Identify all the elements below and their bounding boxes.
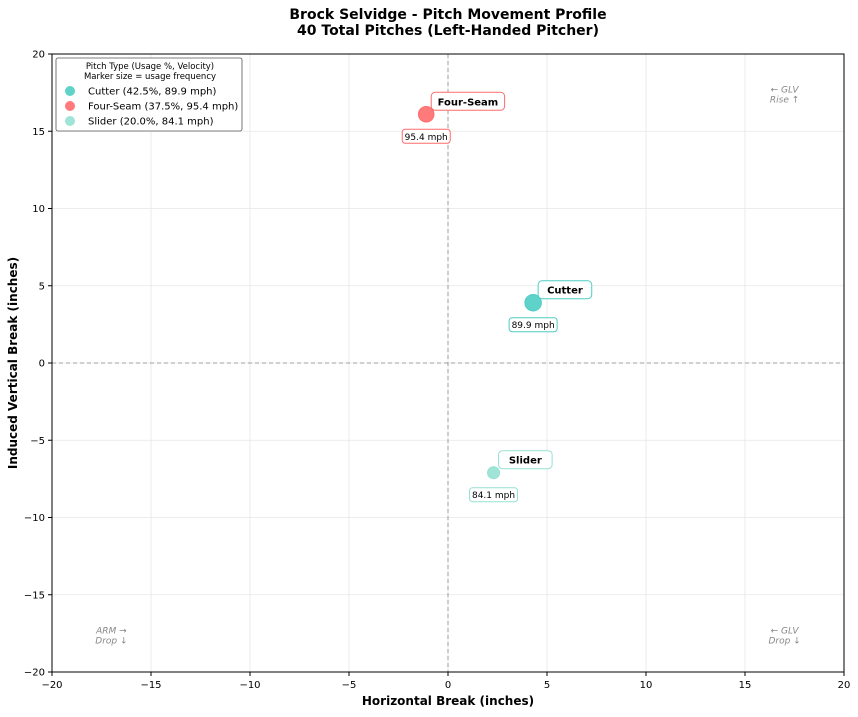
plot-frame (51, 53, 845, 673)
pitch-name-label-box (537, 280, 593, 300)
legend-title: Marker size = usage frequency (84, 72, 216, 82)
y-tick-label: 0 (39, 359, 45, 370)
corner-annotation: Drop ↓ (768, 636, 800, 646)
y-tick-label: −5 (30, 436, 45, 447)
velocity-label-box (469, 487, 519, 503)
legend-entry: Four-Seam (37.5%, 95.4 mph) (88, 102, 238, 113)
corner-annotation: Drop ↓ (95, 636, 127, 646)
legend-marker (65, 101, 75, 111)
y-tick-label: 20 (32, 50, 45, 61)
x-tick-label: −20 (41, 680, 62, 691)
pitch-point-slider (487, 466, 501, 480)
y-tick-label: 10 (32, 204, 45, 215)
x-tick-label: 10 (640, 680, 653, 691)
chart-title: Brock Selvidge - Pitch Movement Profile (289, 7, 606, 23)
corner-annotation: ← GLV (771, 626, 800, 636)
velocity-label-box (508, 317, 558, 333)
pitch-name-label: Four-Seam (438, 97, 499, 108)
y-tick-label: −10 (24, 513, 45, 524)
y-axis-label: Induced Vertical Break (inches) (6, 257, 20, 469)
pitch-name-label: Slider (509, 456, 542, 467)
corner-annotation: Rise ↑ (770, 96, 799, 106)
corner-annotation: ARM → (95, 626, 127, 636)
velocity-label: 95.4 mph (405, 133, 448, 143)
legend-marker (65, 116, 75, 126)
velocity-label: 84.1 mph (472, 491, 515, 501)
chart-subtitle: 40 Total Pitches (Left-Handed Pitcher) (297, 23, 599, 39)
y-tick-label: 5 (39, 281, 45, 292)
legend-marker (65, 86, 75, 96)
y-tick-label: −20 (24, 668, 45, 679)
legend-entry: Slider (20.0%, 84.1 mph) (88, 117, 214, 128)
legend-title: Pitch Type (Usage %, Velocity) (86, 62, 214, 72)
y-tick-label: 15 (32, 127, 45, 138)
x-axis-label: Horizontal Break (inches) (362, 694, 534, 708)
pitch-name-label: Cutter (547, 286, 583, 297)
pitch-name-label-box (498, 450, 553, 470)
legend-entry: Cutter (42.5%, 89.9 mph) (88, 87, 217, 98)
y-tick-label: −15 (24, 590, 45, 601)
x-tick-label: −5 (342, 680, 357, 691)
x-tick-label: −10 (239, 680, 260, 691)
x-tick-label: −15 (140, 680, 161, 691)
x-tick-label: 20 (838, 680, 851, 691)
velocity-label: 89.9 mph (512, 321, 555, 331)
velocity-label-box (401, 128, 451, 144)
legend-box (55, 57, 243, 132)
corner-annotation: ← GLV (771, 86, 800, 96)
x-tick-label: 5 (544, 680, 550, 691)
x-tick-label: 15 (739, 680, 752, 691)
pitch-point-four-seam (417, 106, 435, 123)
pitch-point-cutter (524, 293, 542, 312)
pitch-name-label-box (430, 91, 506, 111)
x-tick-label: 0 (445, 680, 451, 691)
